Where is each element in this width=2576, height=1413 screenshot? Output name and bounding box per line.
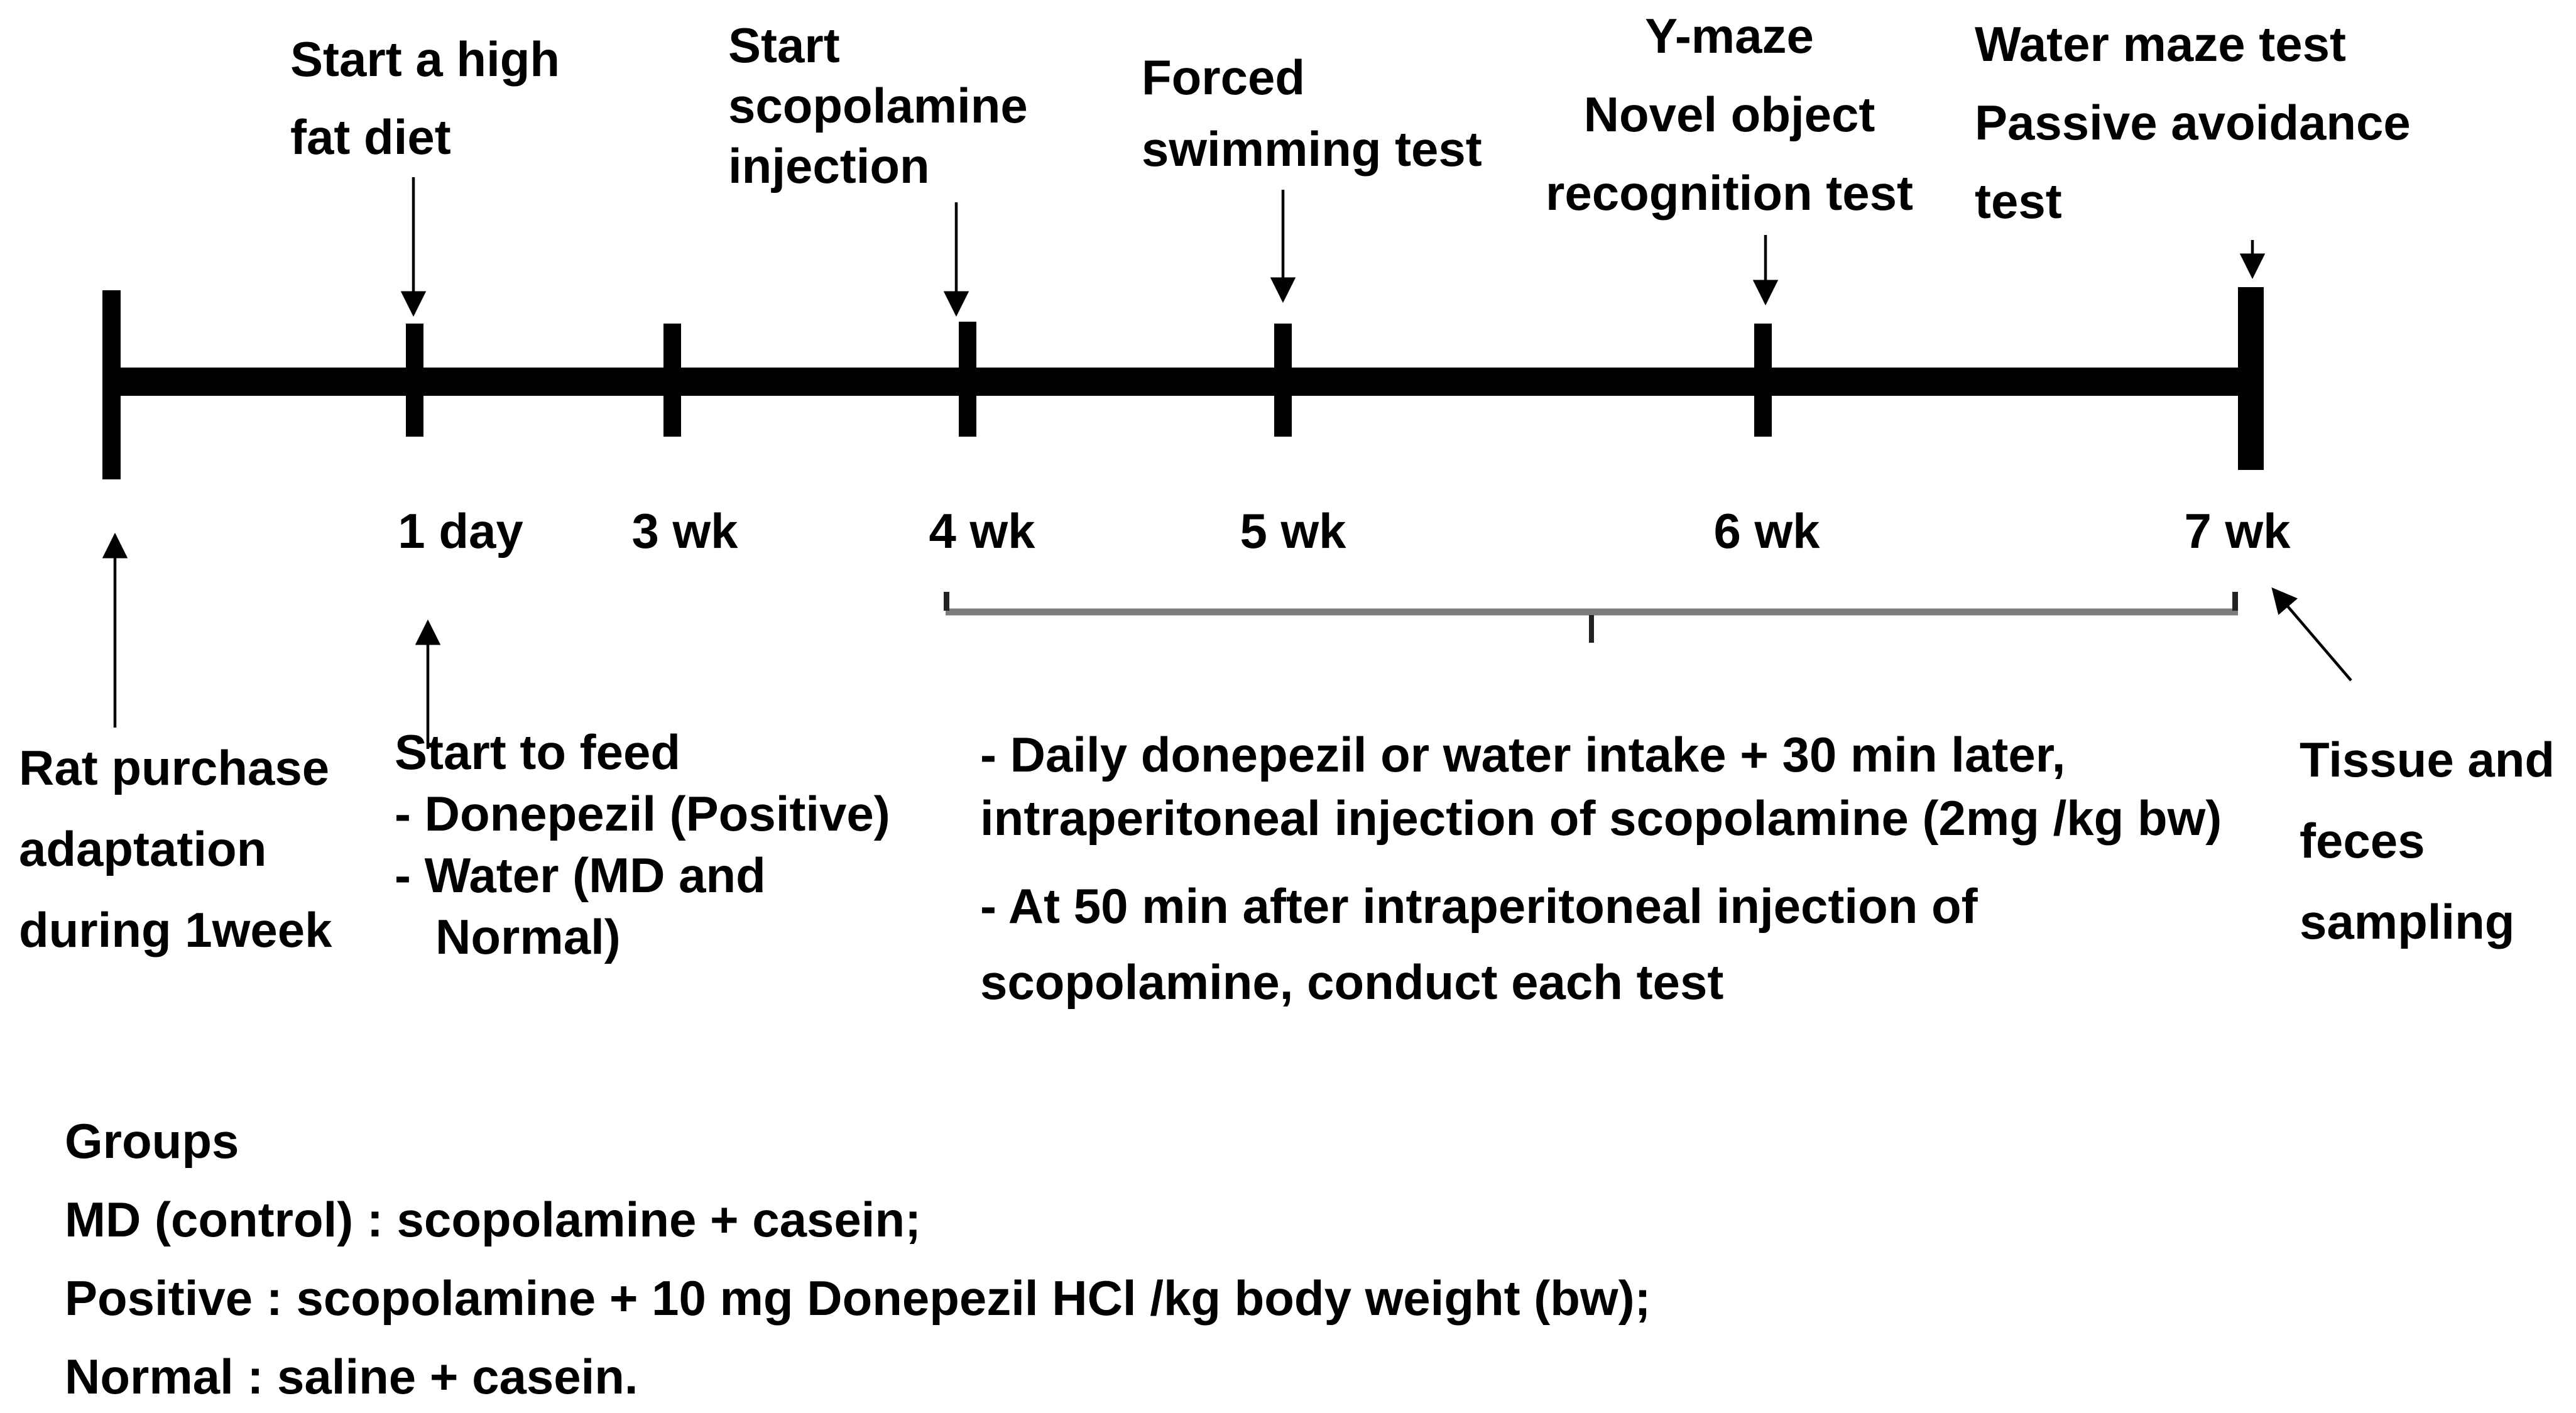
timeline-start-cap xyxy=(102,290,121,479)
label-water-maze-passive-avoidance: Water maze test Passive avoidance test xyxy=(1975,16,2411,229)
range-bracket-left-tick xyxy=(944,592,949,611)
timeline-bar xyxy=(112,368,2248,396)
label-scopolamine-injection: Start scopolamine injection xyxy=(728,18,1028,194)
tick-label-4wk: 4 wk xyxy=(929,503,1035,559)
groups-legend: Groups MD (control) : scopolamine + case… xyxy=(65,1113,1651,1404)
range-bracket-right-tick xyxy=(2232,592,2238,611)
tick-label-7wk: 7 wk xyxy=(2184,503,2291,559)
label-daily-injection-protocol: - Daily donepezil or water intake + 30 m… xyxy=(980,727,2222,846)
tick-label-1day: 1 day xyxy=(398,503,523,559)
tick-label-3wk: 3 wk xyxy=(631,503,738,559)
tissue-sampling-diagonal-arrow-icon xyxy=(2271,587,2352,682)
label-start-to-feed: Start to feed - Donepezil (Positive) - W… xyxy=(395,724,890,964)
timeline-end-cap xyxy=(2238,287,2264,470)
range-bracket-center-tick xyxy=(1589,615,1594,643)
label-rat-purchase-adaptation: Rat purchase adaptation during 1week xyxy=(19,740,332,957)
tick-label-5wk: 5 wk xyxy=(1240,503,1346,559)
label-high-fat-diet: Start a high fat diet xyxy=(290,31,560,165)
label-test-timing-protocol: - At 50 min after intraperitoneal inject… xyxy=(980,878,1978,1010)
tick-label-6wk: 6 wk xyxy=(1713,503,1820,559)
tick-1day xyxy=(406,324,423,437)
label-y-maze-novel-object: Y-maze Novel object recognition test xyxy=(1545,8,1914,221)
tick-3wk xyxy=(663,324,681,437)
label-forced-swimming-test: Forced swimming test xyxy=(1142,50,1482,177)
tick-6wk xyxy=(1754,324,1772,437)
tick-5wk xyxy=(1274,324,1292,437)
label-tissue-feces-sampling: Tissue and feces sampling xyxy=(2300,732,2555,949)
tick-4wk xyxy=(959,322,976,437)
